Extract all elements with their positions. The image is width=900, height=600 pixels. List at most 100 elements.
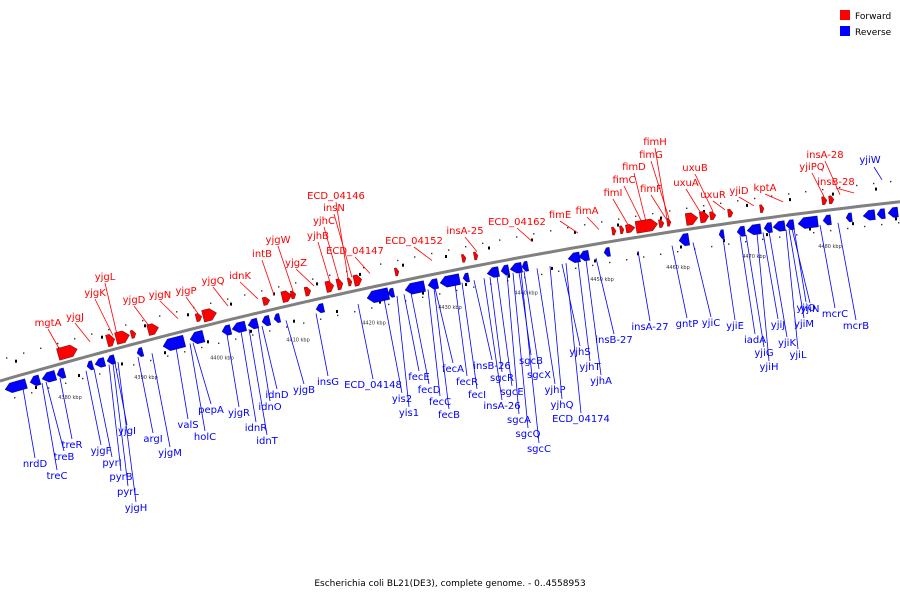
ruler-dot [592,264,594,267]
axis-tick-label: 4390 kbp [134,375,158,381]
leader-line-vals [175,347,189,420]
gene-reverse [736,225,746,237]
leader-line-fecd [410,292,430,385]
leader-line-yjgb [285,320,305,385]
gene-reverse [231,320,247,333]
gene-label-yis1: yis1 [399,408,419,419]
gene-reverse [763,222,773,233]
ruler-dot [82,377,84,380]
gene-reverse [4,378,28,393]
gene-reverse [221,324,233,336]
feature-tick [723,239,725,243]
leader-line-yjgw [277,245,294,291]
leader-line-fime [559,220,579,234]
leader-line-fima [586,216,600,230]
axis-tick-label: 4380 kbp [58,395,82,401]
gene-label-uxub: uxuB [682,163,708,174]
gene-reverse [315,303,325,314]
feature-tick [703,210,705,213]
gene-forward [759,204,765,214]
leader-line-yjgl [104,282,118,335]
gene-label-ecd-04148: ECD_04148 [344,380,402,391]
ruler-dot [643,256,645,258]
feature-tick [852,222,854,226]
ruler-dot [720,202,722,204]
axis-tick-label: 4480 kbp [818,244,842,250]
leader-line-sgcq [512,272,529,429]
leader-line-fimc [623,185,643,223]
gene-forward [352,274,362,287]
gene-label-insb-28: insB-28 [817,177,855,188]
gene-reverse [876,208,886,220]
leader-line-insb-27 [595,257,615,335]
gene-reverse [567,251,581,263]
feature-tick [164,351,166,355]
gene-label-fimi: fimI [604,188,623,199]
gene-label-yjhb: yjhB [307,231,329,242]
feature-tick [617,223,619,227]
leader-line-yjgn [159,300,179,319]
gene-label-idno: idnO [258,402,281,413]
gene-forward [346,277,353,287]
ruler-dot [448,249,450,251]
gene-reverse [427,278,439,290]
gene-label-insb-26: insB-26 [473,361,511,372]
gene-label-pyrl: pyrL [117,487,139,498]
ruler-dot [584,224,586,226]
gene-label-uxua: uxuA [673,178,699,189]
leader-line-fimg [650,160,670,219]
ruler-dot [48,387,50,389]
ruler-dot [482,242,484,245]
gene-reverse [41,370,58,383]
gene-label-idnr: idnR [245,423,267,434]
gene-label-iada: iadA [744,335,766,346]
gene-label-trer: treR [62,440,83,451]
feature-tick [78,374,80,377]
gene-label-fimd: fimD [622,162,646,173]
leader-line-yjin [791,228,811,304]
feature-tick [445,255,447,258]
ruler-dot [796,234,798,236]
gene-label-fimf: fimF [640,184,662,195]
leader-line-uxur [712,200,726,211]
ruler-dot [380,263,382,265]
gene-label-ecd-04162: ECD_04162 [488,217,546,228]
gene-forward [105,334,115,348]
ruler-dot [235,338,237,340]
feature-tick [531,238,533,242]
gene-label-ecd-04174: ECD_04174 [552,414,610,425]
leader-line-yjik [768,231,788,338]
gene-label-intb: intB [252,249,272,260]
gene-reverse [718,229,725,239]
leader-line-mcrb [837,222,857,321]
leader-line-fimf [650,194,667,219]
gene-reverse [29,374,42,387]
gene-reverse [578,250,590,262]
gene-label-holc: holC [194,432,216,443]
leader-line-yjic [692,242,712,318]
feature-tick [15,359,17,363]
leader-line-insa-28 [824,160,841,195]
ruler-dot [244,294,246,296]
gene-reverse [603,247,611,257]
ruler-dot [567,227,569,229]
gene-label-yjgm: yjgM [158,448,182,459]
gene-reverse [785,219,795,231]
feature-tick [488,246,490,250]
axis-tick-label: 4410 kbp [286,338,310,344]
leader-line-ecd-04152 [413,246,433,261]
ruler-dot [201,346,203,349]
ruler-dot [788,193,790,195]
leader-line-yis2 [383,298,403,394]
gene-label-fime: fimE [549,210,571,221]
ruler-dot [762,238,764,241]
ruler-dot [499,239,501,241]
gene-label-yjhp: yjhP [544,385,565,396]
ruler-dot [813,232,815,234]
gene-label-sgcb: sgcB [519,356,543,367]
leader-line-mcrc [819,225,836,309]
leader-line-yjgf [85,370,102,446]
gene-label-sgcr: sgcR [490,373,514,384]
gene-reverse [247,317,260,330]
